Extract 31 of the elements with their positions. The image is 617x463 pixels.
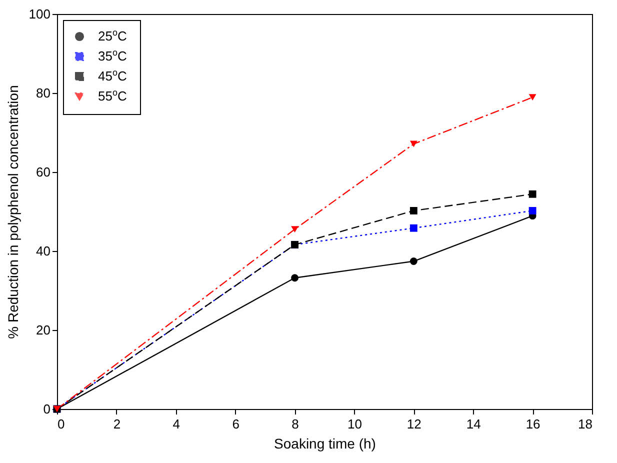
y-tick-label: 60	[36, 164, 50, 180]
y-tick-label: 100	[28, 6, 50, 22]
y-axis-title: % Reduction in polyphenol concentration	[4, 85, 21, 339]
x-tick-label: 10	[347, 416, 362, 432]
legend-label: 35$^{o}$C	[98, 48, 127, 64]
x-tick-label: 16	[526, 416, 540, 432]
x-tick-label: 4	[172, 416, 180, 432]
x-tick-label: 18	[578, 416, 592, 432]
point	[410, 140, 418, 148]
point	[291, 226, 298, 232]
x-tick-label: 2	[113, 416, 121, 432]
x-tick-label: 8	[292, 416, 299, 432]
x-tick-label: 0	[58, 416, 65, 432]
x-tick-label: 14	[466, 416, 481, 432]
legend-label: 55$^{o}$C	[98, 88, 127, 104]
point	[410, 224, 418, 232]
y-tick-label: 0	[43, 402, 50, 416]
point	[410, 207, 418, 214]
y-tick-label: 80	[36, 86, 50, 100]
legend-label: 45$^{o}$C	[98, 68, 127, 84]
point	[291, 274, 298, 282]
x-axis-title: Soaking time (h)	[274, 436, 376, 452]
point	[528, 207, 536, 214]
point	[528, 94, 536, 101]
point	[410, 258, 418, 265]
y-tick-label: 40	[36, 244, 50, 258]
y-tick-label: 20	[36, 322, 50, 338]
point	[528, 190, 536, 198]
x-tick-label: 12	[406, 416, 422, 432]
x-tick-label: 6	[232, 416, 240, 432]
legend-label: 25$^{o}$C	[98, 28, 127, 44]
